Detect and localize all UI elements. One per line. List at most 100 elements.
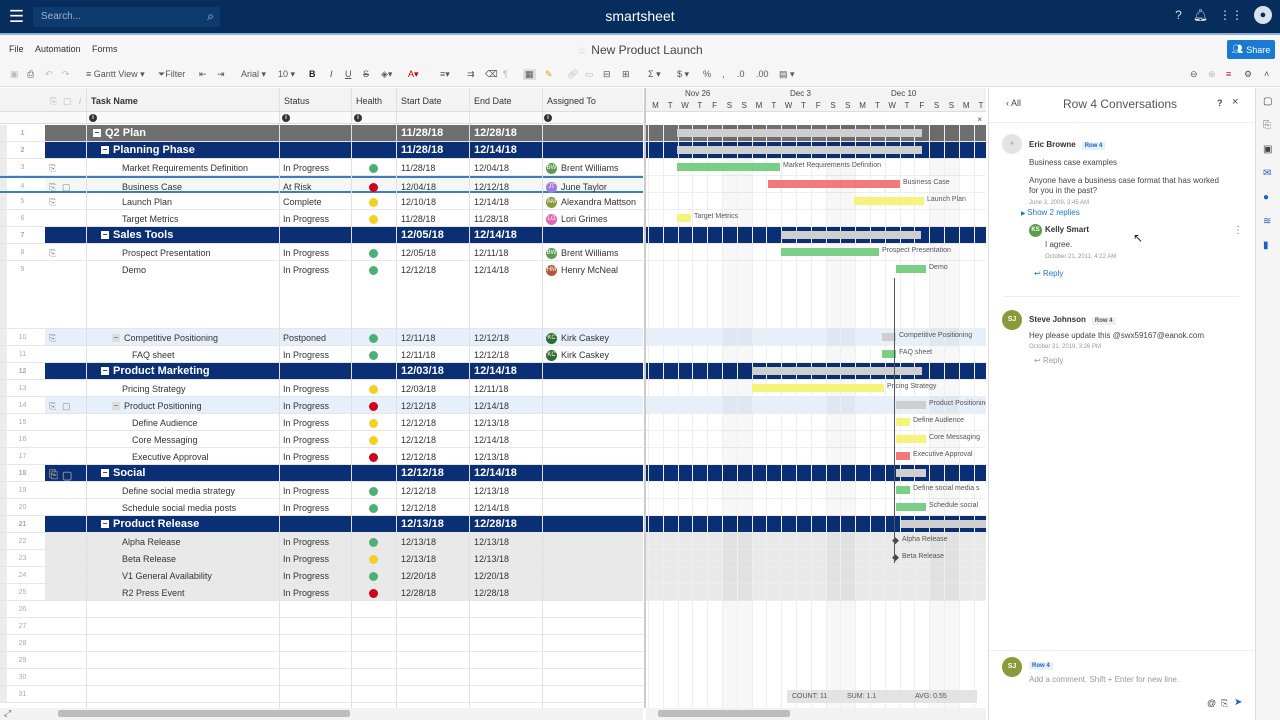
table-row[interactable]: 7 − Sales Tools 12/05/18 12/14/18	[0, 227, 643, 244]
gantt-bar[interactable]	[896, 265, 926, 273]
highlight-icon[interactable]: ✎	[545, 69, 553, 79]
start-date-cell[interactable]: 12/13/18	[401, 518, 444, 530]
more-options-icon[interactable]: ⋮	[1233, 225, 1243, 236]
task-name-cell[interactable]: Define social media strategy	[122, 486, 235, 496]
gantt-bar[interactable]	[882, 350, 896, 358]
underline-icon[interactable]: U	[345, 69, 352, 79]
row-number[interactable]: 15	[0, 414, 45, 430]
row-number[interactable]: 25	[0, 584, 45, 600]
column-icon[interactable]: ⊞	[622, 69, 630, 79]
end-date-cell[interactable]: 12/11/18	[474, 384, 509, 394]
health-indicator-yellow[interactable]	[369, 198, 378, 207]
health-indicator-green[interactable]	[369, 572, 378, 581]
font-selector[interactable]: Arial ▾	[241, 69, 267, 79]
row-number[interactable]: 24	[0, 567, 45, 583]
collapse-icon[interactable]: −	[93, 128, 101, 137]
status-cell[interactable]: In Progress	[283, 265, 330, 275]
col-header-task-name[interactable]: Task Name	[91, 96, 138, 106]
table-row[interactable]: 20 Schedule social media posts In Progress…	[0, 499, 643, 516]
search-input[interactable]: Search... ⌕	[33, 7, 220, 27]
end-date-cell[interactable]: 12/12/18	[474, 350, 510, 360]
status-cell[interactable]: In Progress	[283, 452, 330, 462]
table-row[interactable]: 25 R2 Press Event In Progress 12/28/18 12/28…	[0, 584, 643, 601]
status-cell[interactable]: In Progress	[283, 418, 330, 428]
start-date-cell[interactable]: 12/12/18	[401, 265, 437, 275]
assigned-to-cell[interactable]: HM Henry McNeal	[546, 265, 618, 277]
attachment-icon[interactable]: ⎘	[49, 197, 57, 207]
comment-icon[interactable]: ▢	[62, 401, 71, 411]
task-name-cell[interactable]: Target Metrics	[122, 214, 179, 224]
close-gantt-icon[interactable]: ×	[977, 115, 982, 124]
end-date-cell[interactable]: 12/14/18	[474, 229, 517, 241]
start-date-cell[interactable]: 12/13/18	[401, 537, 437, 547]
row-number[interactable]: 29	[0, 652, 45, 668]
row-number[interactable]: 28	[0, 635, 45, 651]
task-name-cell[interactable]: Alpha Release	[122, 537, 181, 547]
user-avatar-icon[interactable]: ●	[1254, 6, 1272, 24]
start-date-cell[interactable]: 12/12/18	[401, 418, 437, 428]
milestone-diamond-icon[interactable]: ◆	[892, 535, 899, 545]
start-date-cell[interactable]: 12/04/18	[401, 182, 437, 192]
end-date-cell[interactable]: 12/13/18	[474, 537, 510, 547]
comma-icon[interactable]: ,	[722, 69, 725, 79]
summary-rail-icon[interactable]: ▮	[1263, 240, 1269, 251]
health-indicator-red[interactable]	[369, 183, 378, 192]
bell-icon[interactable]: 🔔︎	[1192, 8, 1208, 22]
health-indicator-red[interactable]	[369, 453, 378, 462]
table-row[interactable]: 21 − Product Release 12/13/18 12/28/18	[0, 516, 643, 533]
grid-horizontal-scrollbar[interactable]: ⤢	[0, 708, 643, 720]
task-name-cell[interactable]: − Product Marketing	[101, 365, 210, 377]
health-indicator-green[interactable]	[369, 538, 378, 547]
comment-icon[interactable]: ▢	[62, 470, 73, 482]
task-name-cell[interactable]: Demo	[122, 265, 146, 275]
gantt-bar[interactable]	[896, 486, 910, 494]
gantt-bar[interactable]	[901, 520, 986, 528]
health-indicator-red[interactable]	[369, 589, 378, 598]
gantt-bar[interactable]	[677, 163, 780, 171]
table-row[interactable]: 5 ⎘ Launch Plan Complete 12/10/18 12/14/18 AM A…	[0, 193, 643, 210]
table-row[interactable]: 16 Core Messaging In Progress 12/12/18 12/14…	[0, 431, 643, 448]
row-tag[interactable]: Row 4	[1091, 317, 1116, 325]
col-header-end-date[interactable]: End Date	[474, 96, 512, 106]
empty-row[interactable]: 31	[0, 686, 643, 703]
save-icon[interactable]: ▣	[10, 69, 19, 79]
table-row[interactable]: 9 Demo In Progress 12/12/18 12/14/18 HM Henry …	[0, 261, 643, 329]
percent-icon[interactable]: %	[703, 69, 712, 79]
task-name-cell[interactable]: Schedule social media posts	[122, 503, 236, 513]
critical-path-icon[interactable]: ≡	[1226, 69, 1232, 79]
health-indicator-yellow[interactable]	[369, 419, 378, 428]
status-cell[interactable]: In Progress	[283, 554, 330, 564]
collapse-icon[interactable]: −	[101, 230, 109, 239]
table-row[interactable]: 13 Pricing Strategy In Progress 12/03/18 12/…	[0, 380, 643, 397]
apps-grid-icon[interactable]: ⋮⋮	[1219, 8, 1243, 22]
gantt-bar[interactable]	[896, 469, 926, 477]
row-number[interactable]: 8	[0, 244, 45, 260]
collapse-icon[interactable]: −	[101, 468, 109, 477]
row-number[interactable]: 31	[0, 686, 45, 702]
format-painter-icon[interactable]: ¶	[503, 69, 508, 79]
sum-icon[interactable]: Σ ▾	[648, 69, 661, 79]
gantt-scroll-thumb[interactable]	[658, 710, 790, 717]
empty-row[interactable]: 29	[0, 652, 643, 669]
end-date-cell[interactable]: 12/28/18	[474, 518, 517, 530]
row-number[interactable]: 30	[0, 669, 45, 685]
reply-link[interactable]: ↩ Reply	[1034, 356, 1064, 365]
table-row[interactable]: 8 ⎘ Prospect Presentation In Progress 12/05/…	[0, 244, 643, 261]
gantt-bar[interactable]	[896, 401, 926, 409]
health-indicator-green[interactable]	[369, 487, 378, 496]
attachment-icon[interactable]: ⎘	[49, 333, 57, 343]
task-name-cell[interactable]: Core Messaging	[132, 435, 198, 445]
task-name-cell[interactable]: − Q2 Plan	[93, 127, 146, 139]
align-icon[interactable]: ≡▾	[440, 69, 450, 79]
end-date-cell[interactable]: 12/12/18	[474, 182, 510, 192]
start-date-cell[interactable]: 12/05/18	[401, 248, 437, 258]
start-date-cell[interactable]: 12/03/18	[401, 365, 444, 377]
row-number[interactable]: 7	[0, 227, 45, 243]
task-name-cell[interactable]: V1 General Availability	[122, 571, 212, 581]
info-icon[interactable]: i	[89, 114, 97, 122]
row-number[interactable]: 6	[0, 210, 45, 226]
health-indicator-green[interactable]	[369, 334, 378, 343]
start-date-cell[interactable]: 12/03/18	[401, 384, 437, 394]
row-number[interactable]: 16	[0, 431, 45, 447]
task-name-cell[interactable]: Market Requirements Definition	[122, 163, 248, 173]
